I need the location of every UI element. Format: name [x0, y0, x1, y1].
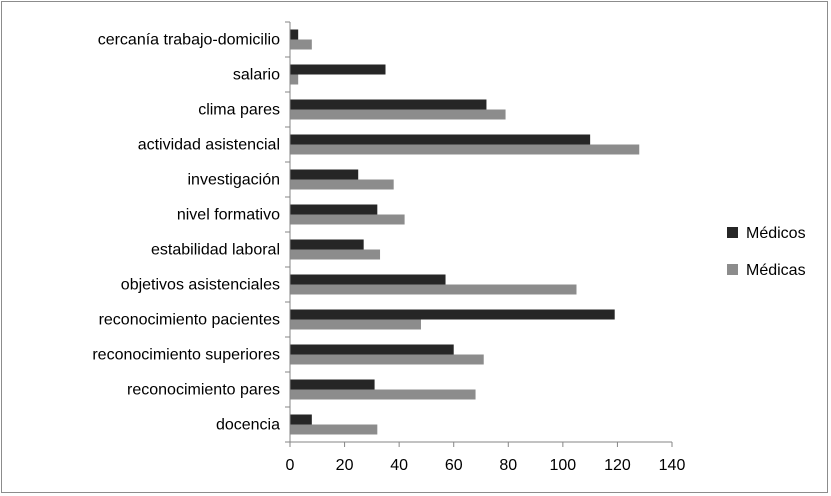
bar-medicos-11	[290, 414, 312, 425]
bar-medicos-5	[290, 204, 378, 215]
bar-medicas-8	[290, 319, 421, 330]
x-tick-label: 140	[659, 457, 686, 474]
legend-swatch-medicas	[727, 264, 738, 275]
bar-medicas-2	[290, 109, 506, 120]
x-tick-label: 100	[550, 457, 577, 474]
category-label: clima pares	[198, 102, 280, 119]
bar-medicas-5	[290, 214, 405, 225]
category-label: salario	[233, 67, 280, 84]
bar-medicas-4	[290, 179, 394, 190]
x-tick-label: 60	[445, 457, 463, 474]
bar-medicos-6	[290, 239, 364, 250]
x-tick-label: 80	[499, 457, 517, 474]
bars-group	[290, 29, 640, 435]
bar-medicas-10	[290, 389, 476, 400]
legend-swatch-medicos	[727, 227, 738, 238]
bar-medicos-9	[290, 344, 454, 355]
x-tick-label: 20	[336, 457, 354, 474]
category-label: reconocimiento pacientes	[99, 312, 280, 329]
bar-medicas-9	[290, 354, 484, 365]
category-label: cercanía trabajo-domicilio	[98, 32, 280, 49]
legend-label: Médicas	[746, 262, 806, 279]
y-tick-marks	[285, 21, 290, 443]
category-label: estabilidad laboral	[151, 242, 280, 259]
bar-medicos-4	[290, 169, 359, 180]
bar-medicos-3	[290, 134, 591, 145]
category-label: reconocimiento pares	[127, 382, 280, 399]
bar-medicos-0	[290, 29, 299, 40]
category-labels: cercanía trabajo-domicilio salario clima p…	[92, 32, 280, 434]
category-label: reconocimiento superiores	[92, 347, 280, 364]
bar-medicos-1	[290, 64, 386, 75]
bar-medicas-1	[290, 74, 299, 85]
bar-medicos-2	[290, 99, 487, 110]
x-tick-label: 120	[604, 457, 631, 474]
bar-medicas-7	[290, 284, 577, 295]
legend-label: Médicos	[746, 225, 806, 242]
category-label: objetivos asistenciales	[121, 277, 280, 294]
category-label: nivel formativo	[177, 207, 280, 224]
bar-medicas-3	[290, 144, 640, 155]
bar-medicas-6	[290, 249, 381, 260]
x-tick-marks: 0 20 40 60 80 100 120 140	[286, 442, 686, 474]
bar-medicos-7	[290, 274, 446, 285]
bar-medicos-10	[290, 379, 375, 390]
category-label: docencia	[216, 417, 280, 434]
x-tick-label: 0	[286, 457, 295, 474]
category-label: actividad asistencial	[138, 137, 280, 154]
category-label: investigación	[188, 172, 281, 189]
bar-medicas-11	[290, 424, 378, 435]
x-tick-label: 40	[390, 457, 408, 474]
legend: Médicos Médicas	[727, 225, 806, 279]
bar-medicos-8	[290, 309, 615, 320]
bar-medicas-0	[290, 39, 312, 50]
